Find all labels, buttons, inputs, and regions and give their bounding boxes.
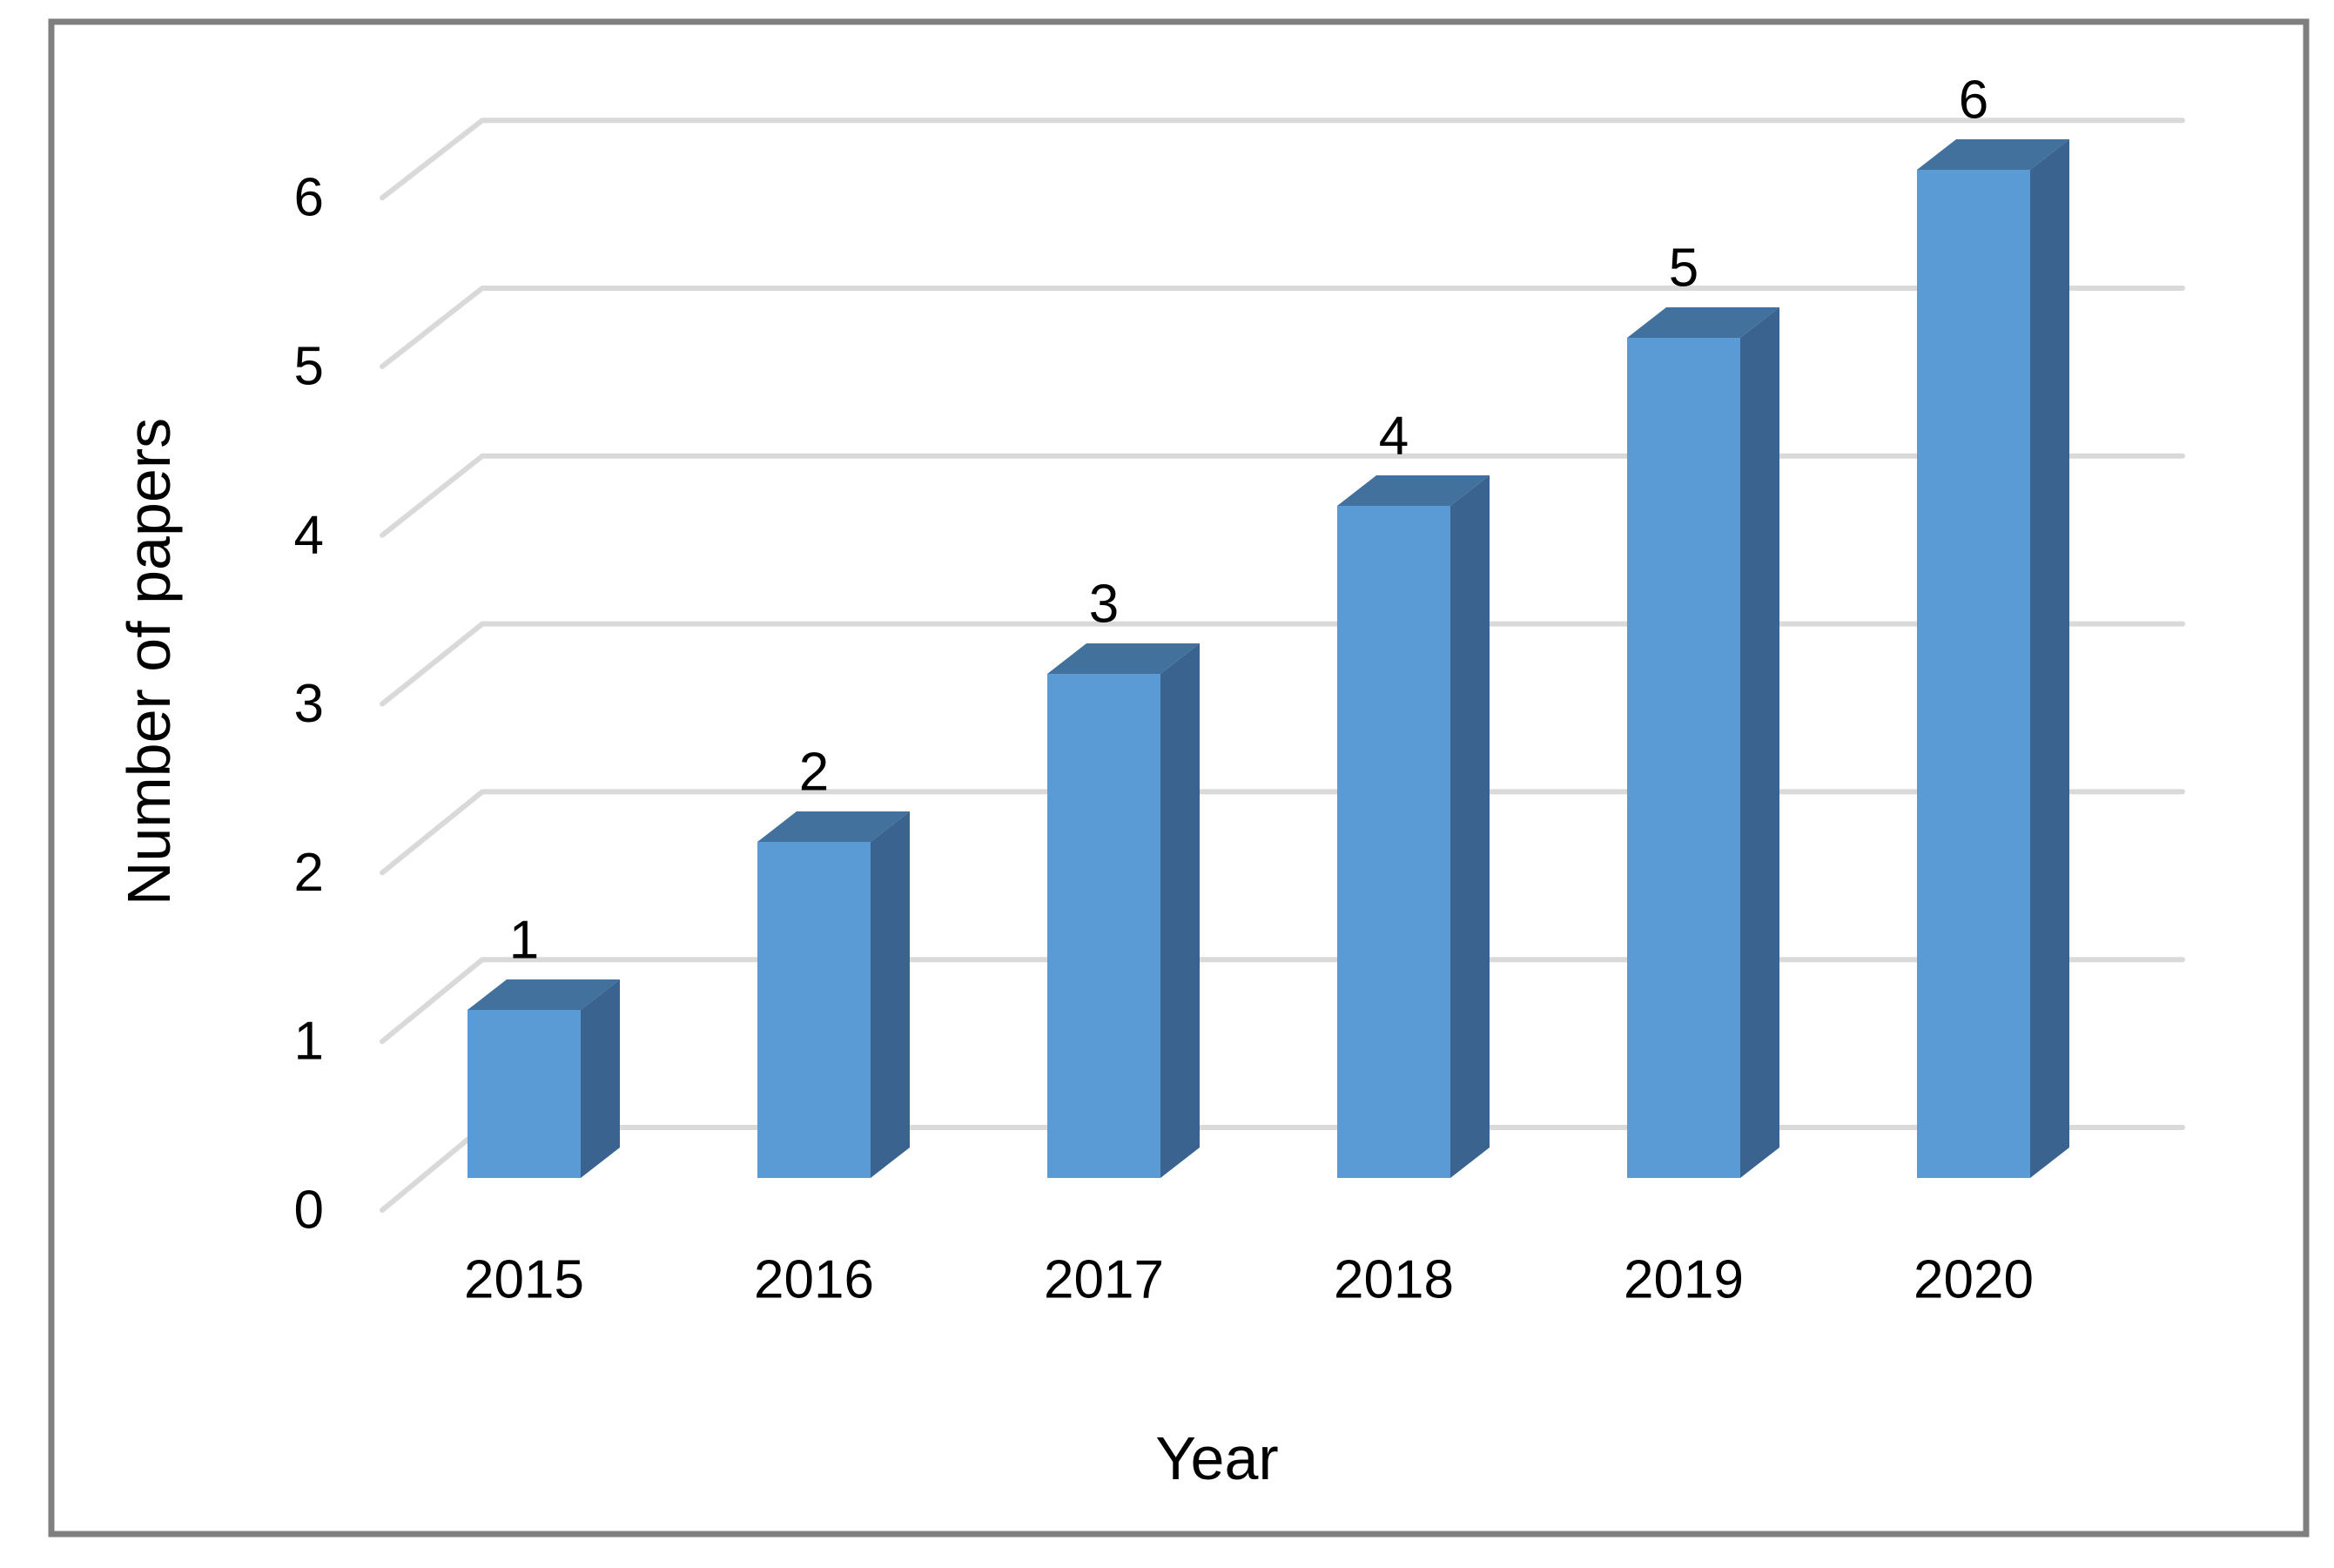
x-tick-label-2018: 2018 [1334, 1250, 1454, 1310]
bar-front-face [1627, 338, 1740, 1178]
y-tick-label-4: 4 [294, 505, 324, 565]
bar-top-face [467, 979, 620, 1010]
bar-side-face [871, 811, 910, 1178]
bar-2018 [1337, 475, 1490, 1178]
gridline-3 [380, 621, 2185, 707]
bar-value-label-2017: 3 [1089, 575, 1119, 635]
bar-value-label-2016: 2 [799, 743, 829, 803]
x-tick-label-2020: 2020 [1914, 1250, 2034, 1310]
bar-top-face [1047, 643, 1200, 674]
y-tick-label-6: 6 [294, 168, 324, 228]
bar-side-face [581, 979, 620, 1178]
bar-front-face [1047, 674, 1160, 1178]
x-tick-label-2019: 2019 [1624, 1250, 1744, 1310]
bar-top-face [1627, 307, 1779, 338]
bar-front-face [1917, 170, 2030, 1178]
gridline-6 [380, 118, 2185, 201]
bar-front-face [467, 1010, 581, 1178]
bar-series [467, 139, 2069, 1178]
bar-value-label-2020: 6 [1959, 71, 1988, 131]
bar-2019 [1627, 307, 1779, 1178]
bar-front-face [1337, 506, 1450, 1178]
bar-2017 [1047, 643, 1200, 1178]
bar-value-label-2019: 5 [1669, 239, 1698, 299]
bar-2020 [1917, 139, 2069, 1178]
bar-value-labels: 1 2 3 4 5 6 [509, 71, 1988, 971]
gridline-2 [380, 789, 2185, 876]
bar-top-face [1917, 139, 2069, 170]
gridlines [380, 118, 2185, 1213]
bar-side-face [1160, 643, 1200, 1178]
bar-value-label-2018: 4 [1379, 407, 1409, 467]
x-tick-label-2017: 2017 [1044, 1250, 1164, 1310]
bar-top-face [757, 811, 910, 842]
x-tick-label-2015: 2015 [464, 1250, 584, 1310]
y-axis-title: Number of papers [115, 418, 183, 905]
chart-frame-border [48, 18, 2310, 1538]
y-axis-tick-labels: 0 1 2 3 4 5 6 [294, 168, 324, 1241]
y-tick-label-5: 5 [294, 337, 324, 397]
x-axis-title: Year [1155, 1424, 1278, 1492]
bar-2015 [467, 979, 620, 1178]
gridline-5 [380, 286, 2185, 369]
gridline-4 [380, 453, 2185, 538]
x-tick-label-2016: 2016 [754, 1250, 874, 1310]
bar-value-label-2015: 1 [509, 911, 539, 971]
gridline-0 [380, 1125, 2185, 1213]
y-tick-label-1: 1 [294, 1012, 324, 1072]
bar-side-face [1740, 307, 1779, 1178]
x-axis-category-labels: 2015 2016 2017 2018 2019 2020 [464, 1250, 2034, 1310]
bar-side-face [1450, 475, 1490, 1178]
y-tick-label-3: 3 [294, 674, 324, 734]
y-tick-label-0: 0 [294, 1181, 324, 1241]
gridline-1 [380, 957, 2185, 1045]
bar-front-face [757, 842, 871, 1178]
bar-2016 [757, 811, 910, 1178]
bar-top-face [1337, 475, 1490, 506]
y-tick-label-2: 2 [294, 843, 324, 903]
bar-side-face [2030, 139, 2069, 1178]
